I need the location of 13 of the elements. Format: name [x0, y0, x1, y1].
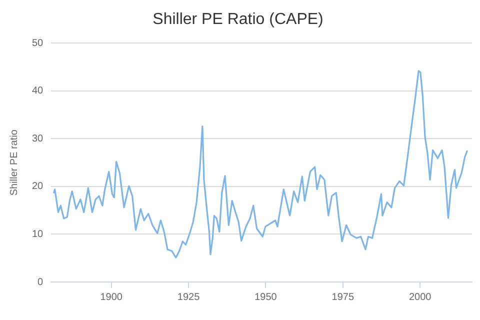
y-tick-label: 40 — [32, 86, 44, 97]
x-tick-label: 1975 — [332, 292, 354, 303]
y-axis-title: Shiller PE ratio — [8, 129, 20, 196]
chart-title: Shiller PE Ratio (CAPE) — [152, 11, 324, 28]
y-tick-label: 0 — [38, 276, 44, 288]
x-tick-label: 1925 — [177, 292, 200, 303]
y-tick-label: 10 — [32, 228, 44, 240]
y-tick-label: 30 — [32, 133, 44, 144]
y-tick-label: 20 — [32, 181, 44, 192]
y-tick-label: 50 — [32, 38, 44, 49]
x-tick-label: 2000 — [409, 292, 432, 303]
x-tick-label: 1950 — [254, 292, 278, 303]
x-tick-label: 1900 — [100, 292, 123, 303]
